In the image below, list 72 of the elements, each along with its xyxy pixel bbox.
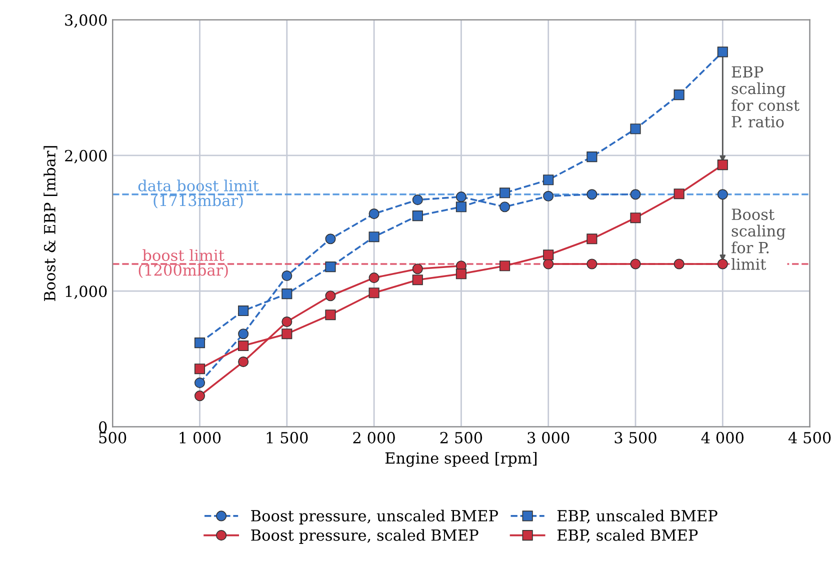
point bbox=[282, 316, 292, 328]
point bbox=[412, 210, 423, 222]
point bbox=[456, 268, 466, 280]
point bbox=[325, 290, 336, 302]
point bbox=[586, 189, 598, 200]
point bbox=[368, 288, 380, 298]
point bbox=[412, 194, 423, 206]
y-axis-title: Boost & EBP [mbar] bbox=[44, 146, 58, 301]
point bbox=[194, 390, 206, 402]
legend-label: Boost pressure, unscaled BMEP bbox=[251, 510, 498, 524]
point bbox=[282, 270, 292, 282]
point bbox=[500, 188, 510, 198]
point bbox=[630, 189, 641, 200]
point bbox=[630, 258, 641, 270]
x-tick-label: 1 000 bbox=[180, 432, 221, 444]
annotation: EBP scaling for const P. ratio bbox=[732, 66, 800, 128]
point bbox=[282, 328, 292, 340]
legend-label: EBP, scaled BMEP bbox=[557, 529, 698, 543]
x-tick-label: 4 000 bbox=[701, 432, 744, 444]
ref-line-label: boost limit (1200mbar) bbox=[138, 249, 228, 278]
x-tick-label: 1 500 bbox=[266, 432, 308, 444]
x-tick-label: 2 500 bbox=[440, 432, 482, 444]
point bbox=[368, 232, 380, 242]
x-tick-label: 500 bbox=[99, 432, 126, 444]
point bbox=[500, 260, 510, 272]
point bbox=[674, 188, 684, 200]
point bbox=[194, 364, 206, 374]
point bbox=[282, 288, 292, 300]
y-tick-label: 2,000 bbox=[65, 150, 107, 164]
point bbox=[586, 152, 598, 162]
x-tick-label: 3 500 bbox=[614, 432, 656, 444]
point bbox=[674, 258, 684, 270]
point bbox=[194, 378, 206, 388]
point bbox=[630, 124, 641, 134]
ref-line-label: data boost limit (1713mbar) bbox=[138, 180, 259, 208]
point bbox=[412, 264, 423, 274]
point bbox=[586, 258, 598, 270]
point bbox=[674, 90, 684, 100]
point bbox=[456, 202, 466, 212]
x-tick-label: 2 000 bbox=[353, 432, 395, 444]
point bbox=[325, 310, 336, 320]
point bbox=[543, 258, 554, 270]
point bbox=[543, 250, 554, 260]
point bbox=[500, 202, 510, 212]
point bbox=[717, 46, 728, 58]
point bbox=[368, 272, 380, 284]
point bbox=[238, 356, 249, 368]
point bbox=[238, 328, 249, 340]
point bbox=[586, 234, 598, 244]
legend-label: Boost pressure, scaled BMEP bbox=[251, 529, 478, 544]
legend-label: EBP, unscaled BMEP bbox=[557, 510, 718, 524]
x-axis-title: Engine speed [rpm] bbox=[385, 452, 536, 467]
y-tick-label: 1,000 bbox=[66, 286, 107, 299]
point bbox=[630, 212, 641, 224]
point bbox=[717, 258, 728, 270]
point bbox=[717, 160, 728, 170]
point bbox=[717, 189, 728, 200]
point bbox=[543, 190, 554, 202]
annotation: Boost scaling for P. limit bbox=[731, 208, 786, 270]
point bbox=[325, 262, 336, 272]
y-tick-label: 3,000 bbox=[65, 14, 107, 28]
y-tick-label: 0 bbox=[99, 421, 107, 433]
point bbox=[194, 338, 206, 348]
point bbox=[238, 306, 249, 316]
point bbox=[325, 234, 336, 244]
x-tick-label: 4 500 bbox=[788, 432, 831, 444]
point bbox=[368, 208, 380, 220]
x-tick-label: 3 000 bbox=[528, 432, 570, 444]
point bbox=[412, 274, 423, 286]
point bbox=[543, 174, 554, 186]
point bbox=[238, 340, 249, 352]
point bbox=[456, 192, 466, 202]
